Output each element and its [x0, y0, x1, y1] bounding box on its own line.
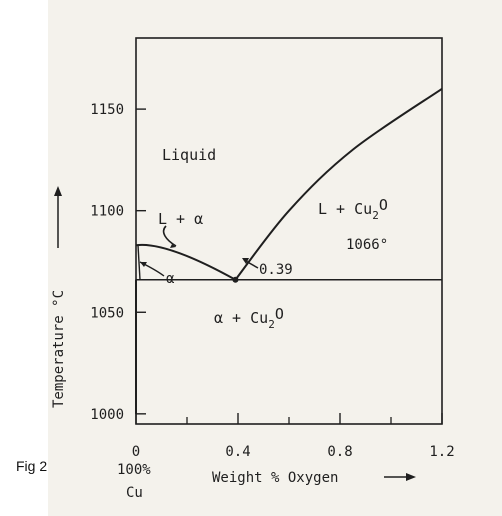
liquidus-alpha-curve: [135, 243, 236, 281]
eutectic-leader-arrowhead: [242, 258, 249, 264]
region-l-plus-cu2o: L + Cu2O: [318, 196, 388, 222]
eutectic-point: [232, 276, 239, 283]
x-tick-label-3: 1.2: [429, 444, 454, 460]
y-tick-label-2: 1100: [90, 204, 124, 220]
region-alpha-plus-cu2o-tail: O: [275, 305, 284, 323]
figure-caption: Fig 2: [16, 458, 47, 474]
region-l-plus-cu2o-sub: 2: [372, 209, 379, 222]
x-axis-ticks: 0 0.4 0.8 1.2: [132, 413, 455, 460]
y-tick-label-0: 1000: [90, 407, 124, 423]
region-alpha-plus-cu2o: α + Cu2O: [214, 305, 284, 331]
region-alpha-plus-cu2o-main: α + Cu: [214, 309, 268, 327]
eutectic-composition-label: 0.39: [259, 262, 293, 278]
x-tick-label-2: 0.8: [327, 444, 352, 460]
region-alpha: α: [166, 271, 175, 287]
x-tick-label-1: 0.4: [225, 444, 250, 460]
y-axis-ticks: 1000 1050 1100 1150: [90, 102, 146, 423]
origin-label-element: Cu: [126, 485, 143, 501]
alpha-leader-arrowhead: [140, 262, 147, 267]
region-l-plus-cu2o-main: L + Cu: [318, 200, 372, 218]
origin-label-percent: 100%: [117, 462, 151, 478]
phase-boundaries: [135, 87, 443, 414]
x-axis-arrowhead: [406, 473, 416, 481]
y-axis-arrowhead: [54, 186, 62, 196]
y-tick-label-1: 1050: [90, 305, 124, 321]
region-liquid: Liquid: [162, 146, 216, 164]
scan-paper: [48, 0, 502, 516]
region-l-plus-alpha: L + α: [158, 210, 203, 228]
l-alpha-leader-arrow: [162, 225, 177, 247]
y-axis-label: Temperature °C: [51, 290, 67, 408]
region-alpha-plus-cu2o-sub: 2: [268, 318, 275, 331]
l-alpha-leader-arrowhead: [170, 244, 176, 248]
alpha-solidus-line: [137, 245, 141, 280]
y-tick-label-3: 1150: [90, 102, 124, 118]
x-tick-label-0: 0: [132, 444, 140, 460]
eutectic-temperature-label: 1066°: [346, 237, 388, 253]
x-axis-label: Weight % Oxygen: [212, 470, 338, 486]
region-l-plus-cu2o-tail: O: [379, 196, 388, 214]
liquidus-cu2o-curve: [234, 87, 443, 281]
